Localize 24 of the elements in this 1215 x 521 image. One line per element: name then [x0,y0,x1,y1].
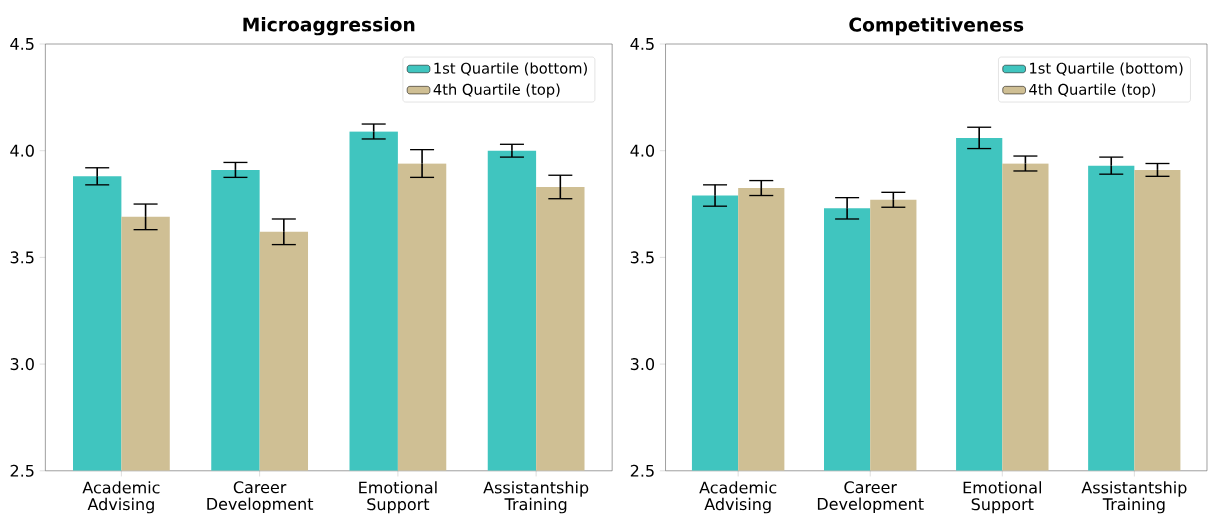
y-tick-label: 3.5 [630,251,654,264]
legend-label: 4th Quartile (top) [1029,83,1156,98]
x-tick-label: Academic Advising [82,480,160,514]
x-tick-label: Assistantship Training [1081,480,1187,514]
chart-title: Microaggression [243,16,415,36]
y-tick-label: 2.5 [10,464,34,477]
x-tick-label: Emotional Support [359,480,437,514]
chart-title: Competitiveness [849,17,1024,36]
y-tick-label: 2.5 [630,464,654,477]
y-tick-label: 4.5 [630,37,654,50]
legend-label: 1st Quartile (bottom) [434,62,587,76]
legend-label: 4th Quartile (top) [433,83,560,98]
x-tick-label: Assistantship Training [483,480,589,514]
legend-label: 1st Quartile (bottom) [1030,62,1183,76]
y-tick-label: 3.0 [10,357,34,370]
y-tick-label: 4.0 [10,144,34,157]
y-tick-label: 4.0 [630,144,655,157]
x-tick-label: Career Development [817,480,924,513]
x-tick-label: Career Development [207,480,314,513]
y-tick-label: 3.5 [10,251,34,264]
x-tick-label: Emotional Support [963,480,1042,514]
y-tick-label: 3.0 [630,357,655,370]
y-tick-label: 4.5 [10,37,34,50]
x-tick-label: Academic Advising [699,480,777,514]
